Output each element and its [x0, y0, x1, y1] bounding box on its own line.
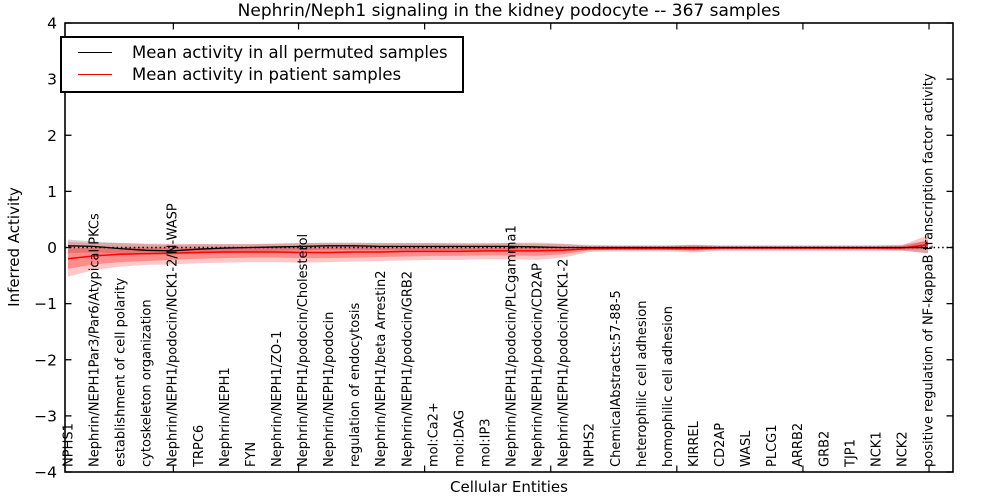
y-tick-label: 3: [47, 71, 57, 89]
x-category-label: Nephrin/NEPH1/podocin/PLCgamma1: [505, 225, 520, 467]
y-tick-label: −1: [34, 295, 57, 313]
x-category-label: CD2AP: [713, 423, 728, 467]
x-category-label: positive regulation of NF-kappaB transcr…: [922, 73, 937, 467]
x-category-label: mol:IP3: [478, 418, 493, 467]
patient-line-swatch-icon: [78, 74, 112, 75]
y-tick-label: 1: [47, 183, 57, 201]
legend-label-permuted: Mean activity in all permuted samples: [132, 43, 448, 62]
x-category-label: Nephrin/NEPH1/podocin: [322, 312, 337, 467]
x-category-label: Nephrin/NEPH1/podocin/GRB2: [400, 271, 415, 467]
y-tick-label: 0: [47, 239, 57, 257]
x-axis-label: Cellular Entities: [450, 478, 568, 496]
x-category-label: Nephrin/NEPH1: [218, 367, 233, 467]
x-category-label: mol:Ca2+: [426, 402, 441, 467]
legend-entry-patient: Mean activity in patient samples: [70, 65, 448, 84]
y-tick-label: −2: [34, 351, 57, 369]
permuted-mean-line: [67, 245, 928, 252]
x-category-label: Nephrin/NEPH1/podocin/NCK1-2: [557, 259, 572, 467]
x-category-label: cytoskeleton organization: [140, 299, 155, 467]
x-category-label: NCK2: [895, 431, 910, 467]
x-category-label: ARRB2: [791, 423, 806, 467]
x-category-label: heterophilic cell adhesion: [635, 301, 650, 468]
y-tick-label: −3: [34, 407, 57, 425]
x-category-label: TJP1: [843, 439, 858, 468]
permuted-band: [68, 239, 928, 255]
x-category-label: Nephrin/NEPH1/podocin/Cholesterol: [296, 234, 311, 467]
x-category-label: Nephrin/NEPH1/podocin/NCK1-2/N-WASP: [166, 203, 181, 467]
x-category-label: Nephrin/NEPH1/podocin/CD2AP: [531, 263, 546, 467]
x-category-label: homophilic cell adhesion: [661, 306, 676, 467]
permuted-line-swatch-icon: [78, 52, 112, 53]
y-tick-label: 2: [47, 127, 57, 145]
x-category-label: FYN: [244, 442, 259, 467]
x-category-label: Nephrin/NEPH1/ZO-1: [270, 331, 285, 467]
x-category-label: GRB2: [817, 431, 832, 467]
x-category-label: establishment of cell polarity: [114, 278, 129, 467]
x-category-label: regulation of endocytosis: [348, 302, 363, 467]
x-category-label: NPHS2: [583, 423, 598, 467]
legend: Mean activity in all permuted samples Me…: [60, 36, 464, 93]
patient-band-outer: [68, 235, 928, 277]
x-category-label: mol:DAG: [452, 410, 467, 467]
y-tick-label: −4: [34, 464, 57, 482]
x-category-label: Nephrin/NEPH1/beta Arrestin2: [374, 271, 389, 468]
x-category-label: TRPC6: [192, 425, 207, 468]
x-category-label: NCK1: [869, 431, 884, 467]
x-category-label: ChemicalAbstracts:57-88-5: [609, 290, 624, 467]
legend-entry-permuted: Mean activity in all permuted samples: [70, 43, 448, 62]
x-category-label: PLCG1: [765, 424, 780, 467]
chart-title: Nephrin/Neph1 signaling in the kidney po…: [237, 1, 781, 21]
x-category-label: Nephrin/NEPH1Par3/Par6/Atypical PKCs: [88, 213, 103, 467]
legend-label-patient: Mean activity in patient samples: [132, 65, 402, 84]
y-tick-label: 4: [47, 15, 57, 33]
x-category-label: KIRREL: [687, 420, 702, 467]
x-category-label: NPHS1: [62, 423, 77, 467]
x-category-label: WASL: [739, 430, 754, 467]
